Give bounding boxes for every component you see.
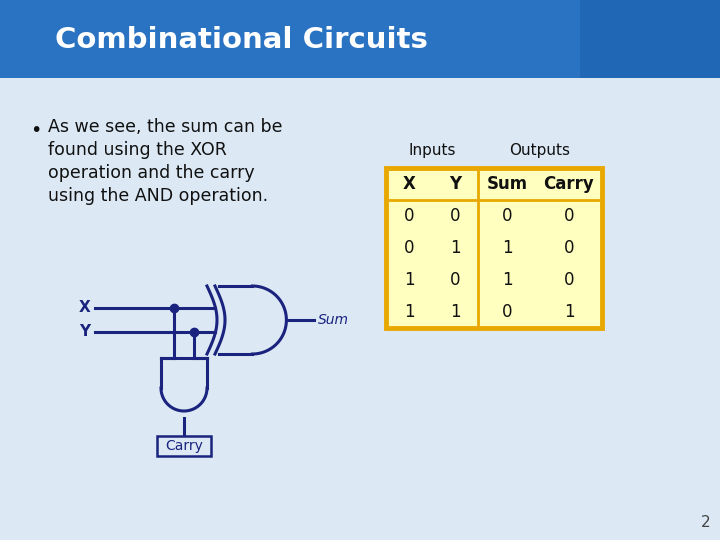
Text: As we see, the sum can be: As we see, the sum can be — [48, 118, 282, 136]
Text: 1: 1 — [450, 303, 460, 321]
Text: Sum: Sum — [318, 313, 349, 327]
Text: 2: 2 — [701, 515, 710, 530]
Text: using the AND operation.: using the AND operation. — [48, 187, 268, 205]
Text: 0: 0 — [450, 207, 460, 225]
Text: Carry: Carry — [544, 175, 595, 193]
Text: 0: 0 — [564, 207, 575, 225]
Text: Carry: Carry — [165, 439, 203, 453]
Text: X: X — [402, 175, 415, 193]
Text: 1: 1 — [502, 239, 513, 257]
Text: 1: 1 — [404, 303, 414, 321]
Text: X: X — [78, 300, 90, 315]
Text: 0: 0 — [502, 207, 512, 225]
Text: •: • — [30, 121, 41, 140]
Bar — [157, 436, 211, 456]
Text: Outputs: Outputs — [510, 143, 570, 158]
Bar — [580, 0, 720, 78]
Text: Y: Y — [449, 175, 461, 193]
Text: Inputs: Inputs — [408, 143, 456, 158]
Text: 1: 1 — [564, 303, 575, 321]
Text: Combinational Circuits: Combinational Circuits — [55, 26, 428, 54]
Text: 0: 0 — [450, 271, 460, 289]
Text: 0: 0 — [564, 239, 575, 257]
Text: found using the XOR: found using the XOR — [48, 141, 227, 159]
Text: 1: 1 — [404, 271, 414, 289]
Text: 1: 1 — [502, 271, 513, 289]
Text: operation and the carry: operation and the carry — [48, 164, 255, 182]
Text: 0: 0 — [502, 303, 512, 321]
Text: 1: 1 — [450, 239, 460, 257]
Text: 0: 0 — [404, 239, 414, 257]
Bar — [386, 168, 602, 328]
Text: 0: 0 — [564, 271, 575, 289]
Text: 0: 0 — [404, 207, 414, 225]
Text: Y: Y — [79, 325, 90, 340]
Bar — [0, 0, 720, 78]
Text: Sum: Sum — [487, 175, 528, 193]
